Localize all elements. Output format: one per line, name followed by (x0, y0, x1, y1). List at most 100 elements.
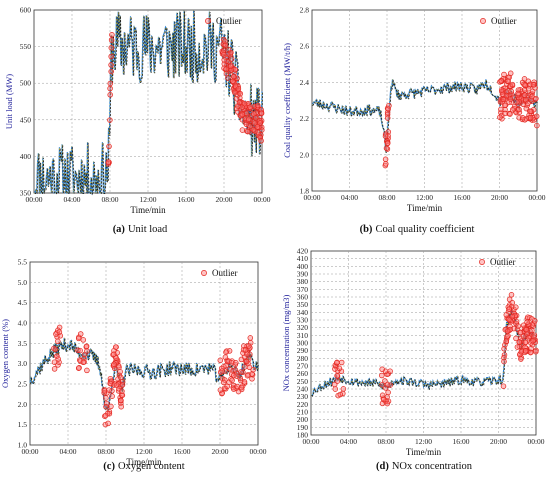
x-tick-label: 20:00 (491, 193, 508, 202)
outlier-point (530, 82, 537, 88)
outlier-point (257, 120, 263, 126)
x-axis-label: Time/min (130, 205, 166, 215)
x-tick-label: 08:00 (377, 437, 394, 446)
y-tick-label: 370 (297, 285, 309, 294)
y-tick-label: 2.2 (300, 114, 310, 123)
outlier-point (509, 81, 516, 88)
outlier-point (108, 44, 115, 51)
outlier-point (533, 113, 540, 120)
chart-c: 00:00 04:00 08:00 12:00 16:00 20:00 00:001.01.… (0, 258, 267, 473)
y-tick-label: 2.0 (18, 400, 28, 409)
legend-outlier-marker (201, 270, 207, 276)
outlier-point (250, 366, 256, 373)
caption-text: Oxygen content (118, 461, 185, 472)
outlier-point (522, 82, 528, 88)
x-tick-label: 00:00 (527, 437, 544, 446)
outlier-point (506, 316, 512, 323)
outlier-point (387, 368, 393, 374)
outlier-point (239, 111, 246, 118)
outlier-point (384, 115, 391, 121)
outlier-point (107, 380, 113, 387)
y-tick-label: 550 (20, 42, 32, 51)
y-tick-label: 190 (297, 423, 309, 432)
x-tick-label: 08:00 (97, 447, 114, 456)
outlier-point (384, 140, 391, 147)
outlier-point (51, 366, 58, 372)
outlier-point (509, 313, 516, 320)
outlier-point (508, 88, 515, 95)
y-tick-label: 210 (297, 408, 309, 417)
outlier-point (77, 347, 83, 354)
y-tick-label: 5.0 (18, 278, 28, 287)
outlier-point (219, 368, 225, 374)
legend-outlier-label: Outlier (491, 16, 517, 26)
chart-b: 00:00 04:00 08:00 12:00 16:00 20:00 00:001.82.… (282, 6, 546, 236)
outlier-point (239, 127, 246, 133)
legend-outlier-marker (205, 18, 211, 24)
outlier-point (501, 346, 507, 352)
outlier-point (84, 367, 90, 374)
y-tick-label: 220 (297, 400, 309, 409)
x-tick-label: 00:00 (528, 193, 545, 202)
outlier-point (525, 85, 532, 92)
outlier-point (338, 368, 345, 374)
outlier-point (523, 327, 530, 333)
outlier-point (105, 420, 111, 427)
outlier-point (233, 95, 240, 102)
outlier-point (244, 128, 251, 135)
outlier-point (109, 393, 115, 399)
caption-tag: (a) (113, 224, 126, 235)
outlier-point (241, 379, 248, 385)
chart-a: 00:00 04:00 08:00 12:00 16:00 20:00 00:0035040… (4, 6, 271, 236)
outlier-point (55, 338, 61, 345)
legend-outlier-label: Outlier (490, 257, 516, 267)
outlier-point (111, 351, 117, 357)
y-tick-label: 400 (20, 152, 32, 161)
x-tick-label: 12:00 (416, 193, 433, 202)
outlier-point (118, 397, 124, 404)
series-line-actual (34, 10, 263, 196)
outlier-point (524, 319, 530, 325)
x-tick-label: 00:00 (249, 447, 266, 456)
outlier-point (527, 108, 534, 115)
outlier-point (119, 382, 126, 388)
outlier-point (379, 372, 385, 379)
y-tick-label: 4.5 (18, 298, 28, 307)
outlier-point (222, 38, 228, 45)
y-tick-label: 270 (297, 362, 309, 371)
outlier-point (108, 62, 114, 68)
y-tick-label: 400 (297, 262, 309, 271)
outlier-point (247, 104, 253, 110)
chart-caption: (d) NOx concentration (376, 461, 473, 472)
outlier-point (106, 143, 112, 150)
y-tick-label: 3.5 (18, 339, 28, 348)
outlier-point (55, 356, 61, 362)
outlier-point (517, 329, 524, 336)
y-tick-label: 340 (297, 308, 309, 317)
outlier-point (501, 71, 507, 78)
outlier-point (107, 92, 113, 98)
outlier-point (502, 102, 508, 109)
outlier-point (500, 383, 507, 389)
outlier-point (51, 359, 58, 365)
outlier-point (242, 347, 249, 353)
outlier-point (232, 367, 239, 373)
outlier-point (337, 391, 344, 398)
outlier-point (532, 318, 538, 324)
x-axis-label: Time/min (126, 457, 162, 467)
outlier-point (220, 379, 227, 386)
y-tick-label: 250 (297, 377, 309, 386)
outlier-point (334, 372, 340, 379)
outlier-point (521, 92, 528, 98)
outlier-point (223, 349, 229, 355)
y-tick-label: 230 (297, 392, 309, 401)
y-tick-label: 280 (297, 354, 309, 363)
outlier-point (235, 86, 242, 92)
outlier-point (518, 349, 525, 355)
outlier-point (527, 114, 534, 121)
outlier-point (382, 156, 389, 163)
outlier-point (501, 358, 507, 365)
y-tick-label: 410 (297, 254, 309, 263)
y-tick-label: 350 (297, 300, 309, 309)
